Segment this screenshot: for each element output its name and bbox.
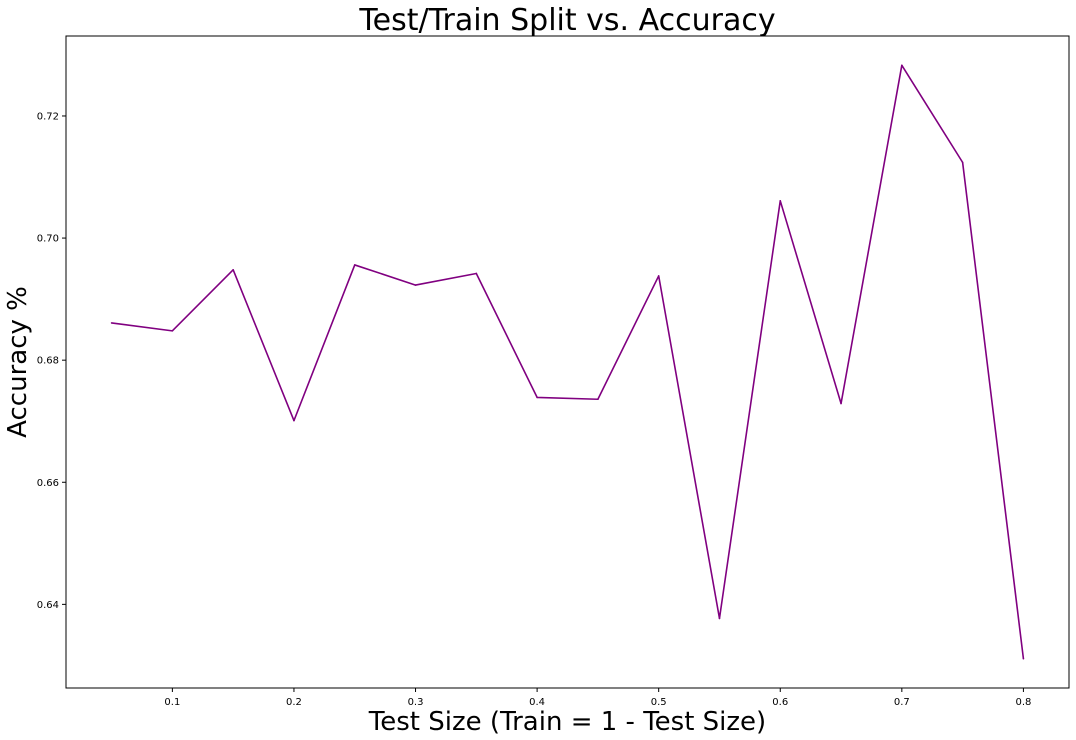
y-tick-label: 0.72	[37, 111, 59, 122]
data-point	[901, 64, 903, 67]
data-point	[414, 284, 417, 286]
data-point	[597, 398, 599, 401]
data-point	[232, 269, 234, 271]
data-point	[718, 617, 721, 620]
data-point	[536, 396, 538, 399]
x-tick-label: 0.6	[772, 697, 788, 708]
data-point	[840, 402, 842, 405]
y-axis-label: Accuracy %	[3, 286, 33, 438]
y-tick-label: 0.66	[37, 478, 59, 489]
chart-title: Test/Train Split vs. Accuracy	[358, 3, 775, 38]
plot-frame	[65, 35, 1070, 689]
data-point	[475, 272, 478, 275]
x-tick-label: 0.4	[529, 697, 545, 708]
x-tick-label: 0.3	[408, 697, 424, 708]
data-point	[779, 200, 782, 202]
data-point	[961, 161, 964, 164]
data-point	[657, 275, 660, 277]
data-point	[353, 264, 356, 266]
y-tick-label: 0.64	[37, 600, 59, 611]
data-point	[110, 322, 113, 324]
x-axis-label: Test Size (Train = 1 - Test Size)	[368, 707, 766, 737]
x-tick-label: 0.1	[164, 697, 180, 708]
y-tick-label: 0.70	[37, 234, 59, 245]
data-line	[111, 64, 1025, 659]
data-point	[1022, 657, 1025, 660]
y-tick-label: 0.68	[37, 356, 59, 367]
plot-area: 0.1 0.2 0.3 0.4 0.5 0.6 0.7 0.8 0.64 0.66 0.68 0.70…	[37, 35, 1070, 708]
x-tick-label: 0.8	[1015, 697, 1031, 708]
x-tick-label: 0.7	[894, 697, 910, 708]
x-tick-label: 0.5	[651, 697, 667, 708]
data-point	[293, 419, 295, 422]
data-point	[171, 330, 174, 332]
x-tick-label: 0.2	[286, 697, 302, 708]
